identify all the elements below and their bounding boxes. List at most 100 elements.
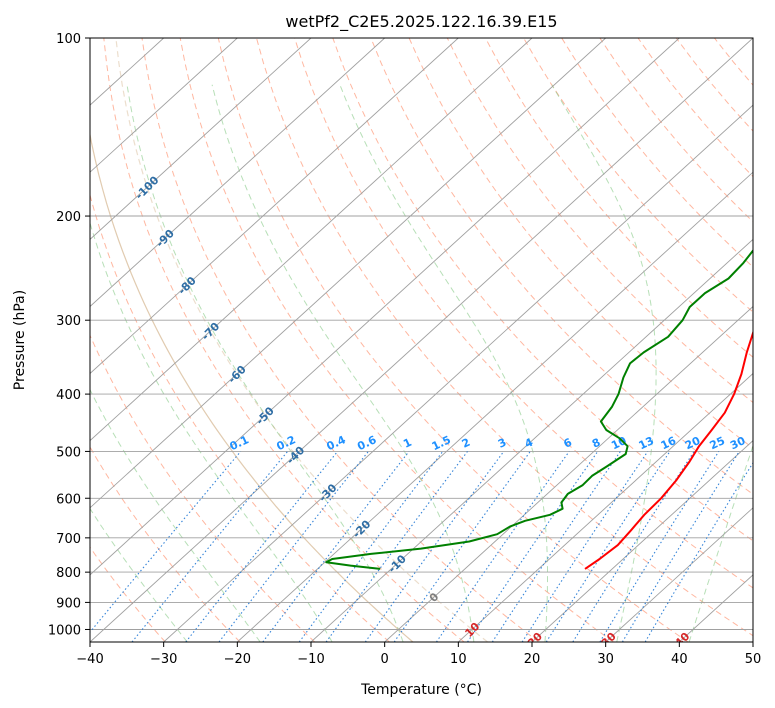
dry-adiabat-line	[561, 38, 753, 268]
dry-adiabat-line	[408, 38, 753, 449]
isotherm-line	[236, 171, 753, 642]
mixing-ratio-label: 1.5	[430, 433, 453, 453]
mixing-ratio-line	[325, 451, 468, 642]
dewpoint-profile-line	[325, 249, 753, 570]
moist-adiabat-line	[688, 444, 753, 642]
y-tick-label: 300	[56, 314, 81, 329]
x-tick-label: −10	[297, 652, 324, 667]
background-line-layer	[90, 38, 753, 642]
dry-adiabat-line	[141, 38, 540, 642]
dry-adiabat-line	[90, 546, 166, 642]
isotherm-line	[310, 238, 753, 642]
mixing-ratio-label: 2	[460, 436, 472, 451]
dry-adiabat-line	[523, 38, 753, 313]
mixing-ratio-label: 30	[728, 434, 748, 452]
x-tick-label: 0	[381, 652, 389, 667]
mixing-ratio-line	[435, 451, 570, 642]
isotherm-line	[752, 641, 753, 642]
dry-adiabat-line	[217, 38, 689, 642]
dry-adiabat-line	[90, 193, 390, 642]
mixing-ratio-line	[298, 451, 444, 642]
mixing-ratio-line	[131, 451, 289, 642]
isotherm-line	[90, 38, 238, 173]
isotherm-line	[605, 507, 753, 642]
mixing-ratio-line	[599, 451, 720, 642]
y-tick-label: 700	[56, 532, 81, 547]
dry-adiabat-line	[714, 38, 753, 86]
y-axis-label: Pressure (hPa)	[12, 290, 28, 390]
isotherm-line	[90, 38, 607, 509]
chart-title: wetPf2_C2E5.2025.122.16.39.E15	[285, 12, 557, 32]
isotherm-line	[90, 38, 459, 375]
y-tick-label: 100	[56, 32, 81, 47]
y-tick-label: 400	[56, 388, 81, 403]
moist-adiabat-line	[339, 84, 548, 642]
isotherm-line	[90, 38, 753, 642]
isotherm-line	[90, 38, 680, 576]
isotherm-line	[90, 38, 533, 442]
mixing-ratio-label: 16	[659, 434, 679, 452]
mixing-ratio-label: 8	[590, 436, 602, 451]
mixing-ratio-line	[644, 461, 753, 642]
dry-adiabat-line	[484, 38, 753, 358]
moist-adiabat-line	[126, 84, 404, 642]
y-tick-label: 800	[56, 566, 81, 581]
mixing-ratio-line	[364, 451, 505, 642]
moist-adiabat-line	[90, 221, 333, 642]
reference-curve	[90, 131, 414, 642]
x-tick-label: −40	[76, 652, 103, 667]
x-tick-label: 50	[745, 652, 762, 667]
mixing-ratio-line	[621, 451, 740, 642]
y-tick-label: 1000	[48, 623, 81, 638]
mixing-ratio-line	[572, 451, 695, 642]
dry-adiabat-line	[370, 38, 753, 495]
moist-adiabat-line	[551, 84, 657, 642]
y-tick-label: 900	[56, 596, 81, 611]
plot-frame	[89, 37, 754, 643]
isotherm-line	[90, 38, 312, 240]
mixing-ratio-label: 0.6	[355, 433, 378, 453]
moist-adiabat-line	[90, 388, 261, 642]
dry-adiabat-line	[103, 38, 465, 642]
mixing-ratio-line	[218, 451, 369, 642]
temperature-profile-line	[584, 329, 753, 570]
mixing-ratio-label: 1	[401, 436, 413, 451]
mixing-ratio-label-layer: 0.1 0.2 0.4 0.6 1 1.5 2 3 4 6 8 10 13 16 20 25 30	[228, 433, 748, 453]
x-tick-label: 30	[597, 652, 614, 667]
mixing-ratio-label: 10	[609, 434, 629, 452]
profile-series-layer	[325, 249, 753, 570]
x-tick-label: −30	[150, 652, 177, 667]
dry-adiabat-line	[332, 38, 753, 542]
dry-adiabat-line	[294, 38, 753, 589]
dry-adiabat-line	[637, 38, 753, 178]
mixing-ratio-line	[393, 451, 531, 642]
y-tick-label: 600	[56, 492, 81, 507]
x-tick-label: 10	[450, 652, 467, 667]
isotherm-line	[531, 440, 753, 642]
x-axis-label: Temperature (°C)	[360, 682, 482, 698]
y-tick-label: 500	[56, 445, 81, 460]
mixing-ratio-label: 25	[708, 434, 727, 452]
isotherm-line	[384, 305, 753, 642]
dry-adiabat-line	[256, 38, 753, 637]
isotherm-line	[457, 372, 753, 642]
mixing-ratio-line	[521, 451, 649, 642]
moist-adiabat-line	[90, 507, 188, 642]
mixing-ratio-label: 20	[683, 434, 703, 452]
dry-adiabat-line	[446, 38, 753, 404]
mixing-ratio-label: 0.1	[228, 433, 251, 453]
x-axis: −40 −30 −20 −10 0 10 20 30 40 50	[76, 642, 761, 667]
mixing-ratio-label: 4	[523, 436, 536, 451]
mixing-ratio-label: 0.4	[325, 433, 348, 453]
mixing-ratio-line	[90, 451, 242, 633]
dry-adiabat-line	[90, 334, 316, 642]
y-tick-label: 200	[56, 210, 81, 225]
mixing-ratio-line	[262, 451, 410, 642]
mixing-ratio-label: 13	[637, 434, 656, 452]
isotherm-line	[163, 104, 753, 642]
moist-adiabat-line	[211, 84, 475, 642]
y-axis: 100 200 300 400 500 600 700 800 900 1000	[48, 32, 90, 638]
dry-adiabat-line	[675, 38, 753, 132]
mixing-ratio-label: 6	[562, 436, 575, 451]
